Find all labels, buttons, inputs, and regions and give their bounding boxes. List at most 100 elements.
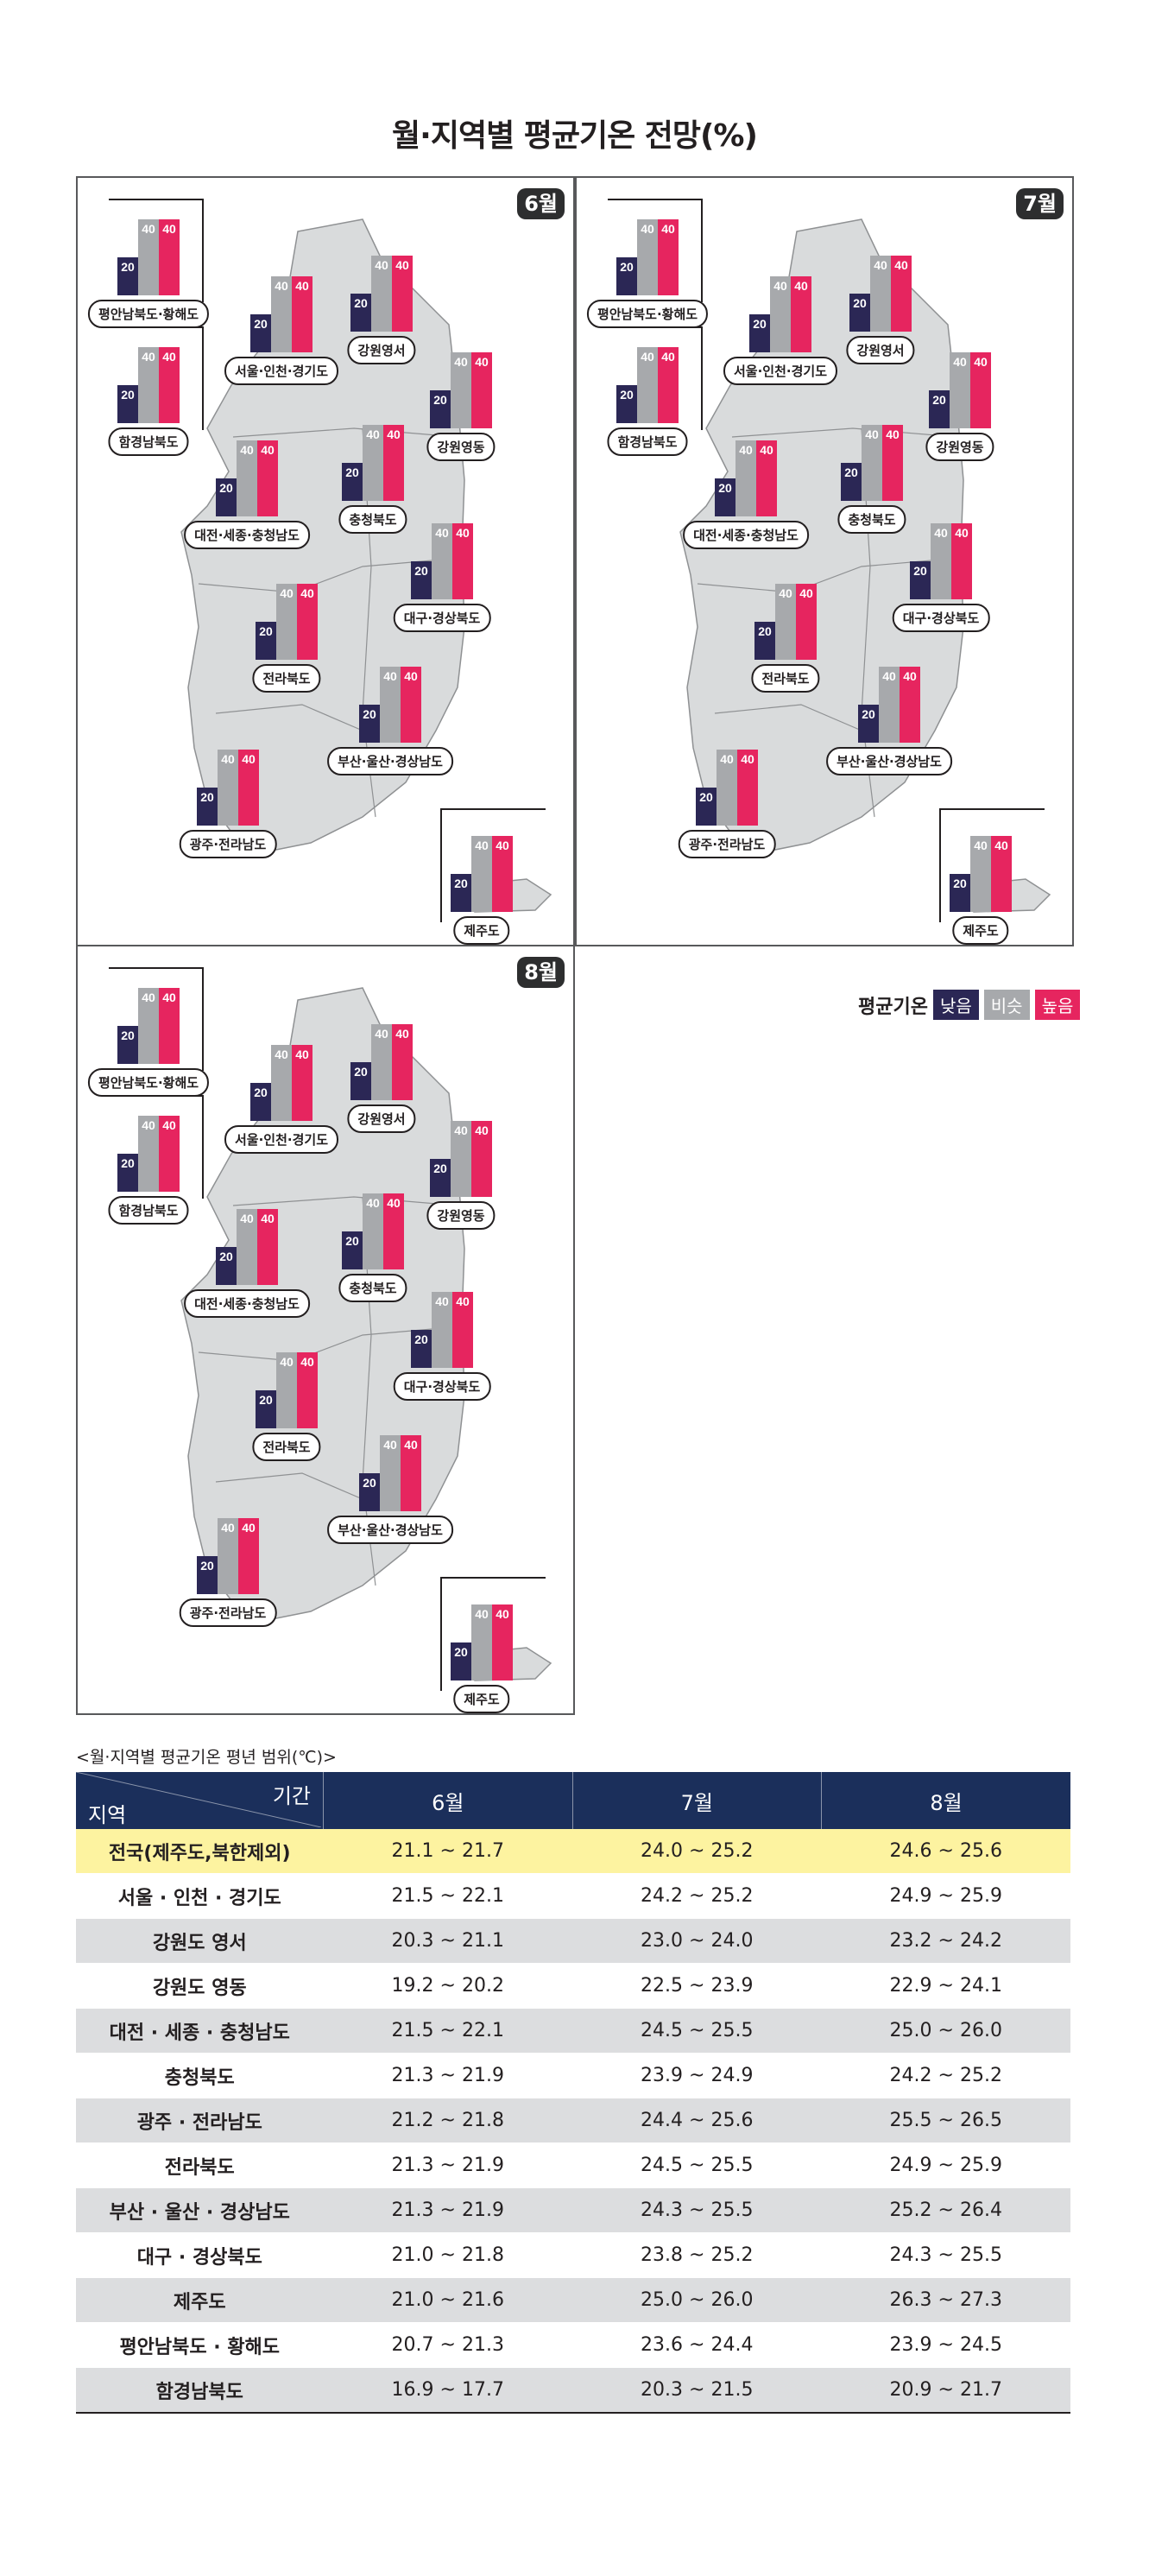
bar-value-label: 20	[254, 317, 268, 331]
range-cell: 20.3 ~ 21.1	[323, 1918, 572, 1964]
range-cell: 26.3 ~ 27.3	[821, 2277, 1070, 2323]
bar-high	[292, 1045, 313, 1121]
bar-high	[658, 219, 679, 295]
bar-high	[452, 1292, 473, 1368]
bar-value-label: 40	[240, 443, 254, 457]
region-label: 제주도	[453, 1685, 510, 1713]
region-bar-group: 20 40 40 강원영동	[421, 332, 501, 461]
bar-high	[401, 1435, 421, 1511]
bar-value-label: 40	[142, 1118, 155, 1132]
region-border	[731, 427, 957, 438]
bar-high	[791, 276, 811, 352]
bar-value-label: 40	[894, 258, 908, 272]
bar-high	[737, 750, 758, 826]
bar-low	[359, 1473, 380, 1511]
bar-low	[430, 390, 451, 428]
region-label: 충청북도	[338, 1274, 407, 1302]
region-label: 광주·전라남도	[179, 830, 277, 858]
region-frame	[109, 1095, 204, 1199]
range-cell: 20.7 ~ 21.3	[323, 2322, 572, 2368]
bar-value-label: 20	[259, 624, 273, 638]
region-label: 강원영서	[846, 336, 915, 364]
bar-low	[342, 463, 363, 501]
region-bar-group: 20 40 40 서울·인천·경기도	[723, 256, 837, 385]
legend-similar: 비슷	[983, 990, 1030, 1020]
bar-value-label: 20	[758, 624, 772, 638]
bar-value-label: 20	[345, 1234, 359, 1248]
bar-chart: 20 40 40	[411, 1292, 473, 1368]
table-row: 함경남북도 16.9 ~ 17.7 20.3 ~ 21.5 20.9 ~ 21.7	[76, 2367, 1070, 2414]
bar-value-label: 40	[404, 669, 418, 683]
legend-title: 평균기온	[858, 996, 928, 1018]
bar-low	[929, 390, 950, 428]
bar-value-label: 20	[414, 564, 428, 578]
bar-value-label: 40	[221, 1521, 235, 1535]
table-row: 제주도 21.0 ~ 21.6 25.0 ~ 26.0 26.3 ~ 27.3	[76, 2277, 1070, 2323]
range-cell: 21.3 ~ 21.9	[323, 2142, 572, 2188]
region-label: 서울·인천·경기도	[224, 357, 338, 385]
region-cell: 충청북도	[76, 2053, 324, 2098]
region-label: 평안남북도·황해도	[87, 300, 210, 328]
bar-high	[238, 1518, 259, 1594]
bar-high	[891, 256, 912, 332]
bar-similar	[271, 1045, 292, 1121]
bar-chart: 20 40 40	[250, 1045, 313, 1121]
bar-value-label: 40	[142, 350, 155, 364]
bar-low	[350, 1062, 371, 1100]
range-cell: 24.5 ~ 25.5	[572, 2008, 822, 2054]
range-cell: 21.3 ~ 21.9	[323, 2187, 572, 2233]
region-bar-group: 20 40 40 함경남북도	[108, 1095, 204, 1225]
bar-value-label: 20	[354, 1065, 368, 1079]
region-bar-group: 20 40 40 평안남북도·황해도	[586, 199, 709, 328]
bar-high	[392, 1024, 413, 1100]
bar-chart: 20 40 40	[696, 750, 758, 826]
bar-value-label: 40	[387, 427, 401, 441]
bar-value-label: 40	[456, 526, 470, 540]
bar-low	[451, 1642, 471, 1680]
range-cell: 23.2 ~ 24.2	[821, 1918, 1070, 1964]
bar-chart: 20 40 40	[715, 440, 777, 516]
bar-low	[117, 385, 138, 423]
bar-value-label: 20	[932, 393, 946, 407]
region-label: 대구·경상북도	[892, 604, 990, 632]
range-cell: 22.5 ~ 23.9	[572, 1963, 822, 2009]
bar-chart: 20 40 40	[849, 256, 912, 332]
bar-chart: 20 40 40	[858, 667, 920, 743]
bar-value-label: 40	[456, 1294, 470, 1308]
table-row: 평안남북도 · 황해도 20.7 ~ 21.3 23.6 ~ 24.4 23.9 ~ …	[76, 2322, 1070, 2368]
region-frame	[608, 199, 703, 302]
bar-value-label: 40	[404, 1438, 418, 1452]
bar-value-label: 20	[853, 296, 867, 310]
region-frame	[109, 326, 204, 430]
bar-similar	[432, 523, 452, 599]
region-cell: 전라북도	[76, 2142, 324, 2188]
bar-value-label: 40	[739, 443, 753, 457]
bar-similar	[218, 1518, 238, 1594]
region-bar-group: 20 40 40 광주·전라남도	[678, 729, 776, 858]
legend-high: 높음	[1034, 990, 1081, 1020]
bar-chart: 20 40 40	[117, 347, 180, 423]
column-header: 6월	[323, 1772, 572, 1829]
bar-high	[401, 667, 421, 743]
bar-value-label: 40	[242, 752, 256, 766]
bar-similar	[271, 276, 292, 352]
region-label: 평안남북도·황해도	[87, 1068, 210, 1097]
column-header: 7월	[571, 1772, 822, 1829]
bar-low	[696, 788, 717, 826]
bar-low	[411, 561, 432, 599]
region-bar-group: 20 40 40 강원영동	[421, 1100, 501, 1230]
bar-value-label: 20	[433, 1161, 447, 1175]
bar-value-label: 20	[699, 790, 713, 804]
bar-chart: 20 40 40	[451, 836, 513, 912]
bar-value-label: 40	[383, 1438, 397, 1452]
bar-chart: 20 40 40	[256, 1352, 318, 1428]
region-bar-group: 20 40 40 충청북도	[333, 404, 413, 534]
bar-high	[452, 523, 473, 599]
table-row: 강원도 영동 19.2 ~ 20.2 22.5 ~ 23.9 22.9 ~ 24.1	[76, 1963, 1070, 2009]
bar-value-label: 20	[753, 317, 767, 331]
bar-value-label: 40	[435, 526, 449, 540]
table-row: 강원도 영서 20.3 ~ 21.1 23.0 ~ 24.0 23.2 ~ 24.2	[76, 1918, 1070, 1964]
region-bar-group: 20 40 40 광주·전라남도	[179, 1497, 277, 1627]
bar-chart: 20 40 40	[430, 352, 492, 428]
bar-high	[492, 1604, 513, 1680]
